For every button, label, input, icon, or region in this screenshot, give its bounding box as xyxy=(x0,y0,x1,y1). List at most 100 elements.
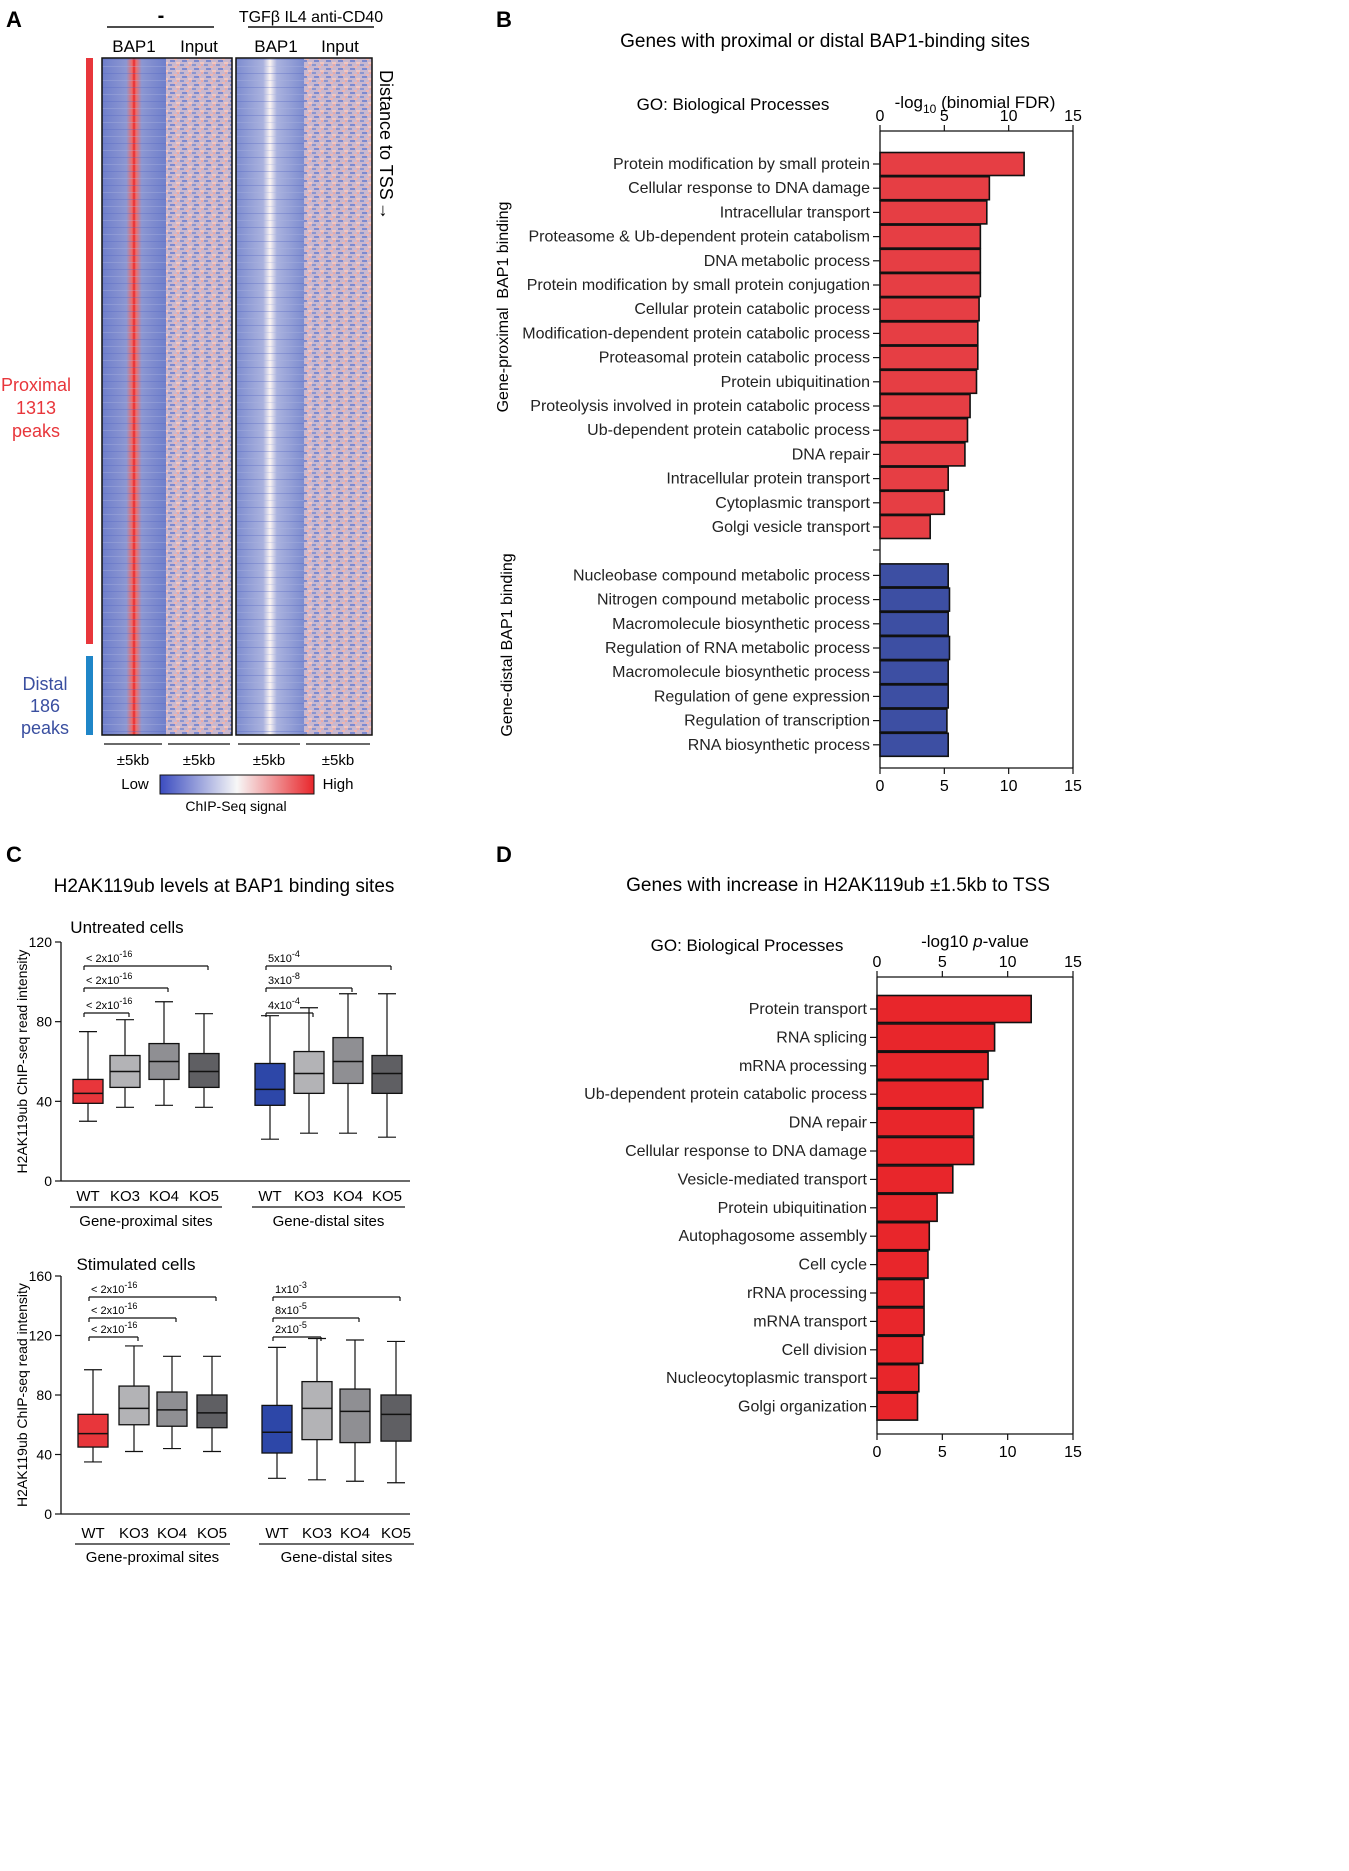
panel-c-pvalue-label: 8x10-5 xyxy=(275,1301,307,1317)
panel-c-y-tick-label: 0 xyxy=(44,1173,52,1189)
proximal-label-line1: Proximal xyxy=(1,375,71,395)
panel-b-bar xyxy=(879,248,982,274)
distance-to-tss-label: Distance to TSS → xyxy=(376,70,396,220)
panel-c-y-tick-label: 120 xyxy=(29,1328,53,1344)
panel-d-bar xyxy=(876,994,1032,1024)
panel-b-letter: B xyxy=(496,7,512,32)
panel-c-y-tick-label: 40 xyxy=(36,1447,52,1463)
panel-b-bar xyxy=(879,490,946,516)
panel-b-bar xyxy=(879,659,949,685)
panel-c-pvalue-exponent: -5 xyxy=(299,1320,307,1330)
window-label-1: ±5kb xyxy=(117,752,149,769)
panel-c-group-label: Gene-distal sites xyxy=(273,1213,385,1230)
panel-c-box xyxy=(293,1050,325,1095)
panel-d-bar xyxy=(876,1136,975,1166)
panel-c-pvalue-exponent: -4 xyxy=(292,949,300,959)
proximal-label-count: 1313 xyxy=(16,398,56,418)
panel-b-bottom-tick-label: 0 xyxy=(876,778,885,795)
panel-c-category-label: KO4 xyxy=(340,1525,370,1542)
panel-b-category-label: Cytoplasmic transport xyxy=(715,495,870,512)
panel-c-y-tick-label: 80 xyxy=(36,1387,52,1403)
panel-b-category-label: Cellular response to DNA damage xyxy=(628,180,870,197)
panel-b-category-label: Regulation of RNA metabolic process xyxy=(605,640,870,657)
panel-c-pvalue-exponent: -8 xyxy=(292,971,300,981)
panel-c-pvalue-base: < 2x10 xyxy=(91,1305,124,1317)
panel-c-y-tick-label: 120 xyxy=(29,934,53,950)
panel-c-pvalue-label: 2x10-5 xyxy=(275,1320,307,1336)
panel-c-pvalue-label: 4x10-4 xyxy=(268,996,300,1012)
panel-b: B Genes with proximal or distal BAP1-bin… xyxy=(495,7,1082,795)
panel-b-bar xyxy=(879,417,969,443)
proximal-label-line3: peaks xyxy=(12,421,60,441)
panel-b-bar xyxy=(879,151,1025,177)
panel-d-bar xyxy=(876,1051,989,1081)
panel-b-bar xyxy=(879,321,979,346)
panel-c-pvalue-base: 4x10 xyxy=(268,1000,292,1012)
panel-d-letter: D xyxy=(496,842,512,867)
panel-d-bar xyxy=(876,1023,996,1052)
col-label-input-untreated: Input xyxy=(180,37,218,56)
panel-b-bottom-tick-label: 15 xyxy=(1064,778,1082,795)
panel-d-category-label: DNA repair xyxy=(789,1115,868,1132)
panel-b-bar xyxy=(879,708,948,733)
panel-c-pvalue-base: < 2x10 xyxy=(86,1000,119,1012)
panel-c-group-label: Gene-proximal sites xyxy=(79,1213,212,1230)
panel-d-bar xyxy=(876,1307,925,1336)
panel-b-bar xyxy=(879,442,966,467)
panel-d-bottom-tick-label: 10 xyxy=(999,1444,1017,1461)
panel-d-category-label: mRNA processing xyxy=(739,1058,867,1075)
heatmap-frame-stimulated xyxy=(235,57,373,736)
color-legend-bar xyxy=(159,774,315,795)
panel-b-bar xyxy=(879,345,979,370)
panel-c-category-label: WT xyxy=(258,1188,281,1205)
panel-b-bar xyxy=(879,611,949,637)
panel-b-category-label: DNA metabolic process xyxy=(704,253,870,270)
panel-c-pvalue-exponent: -16 xyxy=(119,971,132,981)
panel-d-bar xyxy=(876,1221,931,1251)
legend-high-label: High xyxy=(323,776,354,793)
panel-c-category-label: WT xyxy=(76,1188,99,1205)
panel-d-axis-title-prefix: -log10 xyxy=(921,932,973,951)
panel-b-group-label-proximal: Gene-proximal BAP1 binding xyxy=(495,202,512,413)
panel-d-bar xyxy=(876,1165,954,1194)
panel-c-y-label: H2AK119ub ChIP-seq read intensity xyxy=(14,1283,30,1507)
panel-c-category-label: KO4 xyxy=(149,1188,179,1205)
panel-d-chart: 0 0 5 5 10 10 15 15 Protein transport RNA splicin… xyxy=(584,954,1082,1461)
panel-d-bottom-tick-label: 5 xyxy=(938,1444,947,1461)
panel-c-pvalue-base: < 2x10 xyxy=(86,953,119,965)
panel-b-bar xyxy=(879,369,978,395)
panel-b-category-label: DNA repair xyxy=(792,446,871,463)
panel-c-pvalue-base: < 2x10 xyxy=(91,1324,124,1336)
panel-b-category-label: Cellular protein catabolic process xyxy=(634,301,870,318)
panel-b-bar xyxy=(879,684,949,709)
panel-c-pvalue-base: 1x10 xyxy=(275,1284,299,1296)
panel-d-bar xyxy=(876,1193,938,1223)
panel-b-top-tick-label: 0 xyxy=(876,108,885,125)
panel-c: C H2AK119ub levels at BAP1 binding sites… xyxy=(6,842,414,1566)
panel-b-group-label-proximal-text: Gene-proximal BAP1 binding xyxy=(495,202,512,413)
legend-title: ChIP-Seq signal xyxy=(185,798,286,814)
panel-b-axis-title: -log10 (binomial FDR) xyxy=(895,93,1056,116)
panel-d-category-label: Nucleocytoplasmic transport xyxy=(666,1370,868,1387)
panel-d-axis-title-italic: p xyxy=(972,932,982,951)
panel-d-bar xyxy=(876,1278,925,1308)
panel-c-box xyxy=(72,1078,104,1104)
panel-b-category-label: Proteasome & Ub-dependent protein catabo… xyxy=(528,229,870,246)
panel-b-category-label: Proteolysis involved in protein cataboli… xyxy=(530,398,870,415)
panel-d-category-label: Protein ubiquitination xyxy=(718,1200,867,1217)
panel-c-category-label: KO3 xyxy=(119,1525,149,1542)
panel-a-letter: A xyxy=(6,7,22,32)
panel-d-axis-title-suffix: -value xyxy=(983,932,1029,951)
panel-b-category-label: Golgi vesicle transport xyxy=(712,519,871,536)
panel-d-title: Genes with increase in H2AK119ub ±1.5kb … xyxy=(626,875,1050,896)
panel-b-category-label: Macromolecule biosynthetic process xyxy=(612,664,870,681)
panel-d-bottom-tick-label: 15 xyxy=(1064,1444,1082,1461)
panel-b-subtitle: GO: Biological Processes xyxy=(637,95,830,114)
panel-b-bar xyxy=(879,296,980,322)
heatmap-input-untreated xyxy=(166,58,232,735)
panel-d-top-tick-label: 15 xyxy=(1064,954,1082,971)
panel-c-group-label: Gene-distal sites xyxy=(281,1549,393,1566)
header-stimulated: TGFβ IL4 anti-CD40 xyxy=(239,9,383,26)
panel-c-pvalue-base: 2x10 xyxy=(275,1324,299,1336)
panel-c-pvalue-exponent: -16 xyxy=(119,996,132,1006)
